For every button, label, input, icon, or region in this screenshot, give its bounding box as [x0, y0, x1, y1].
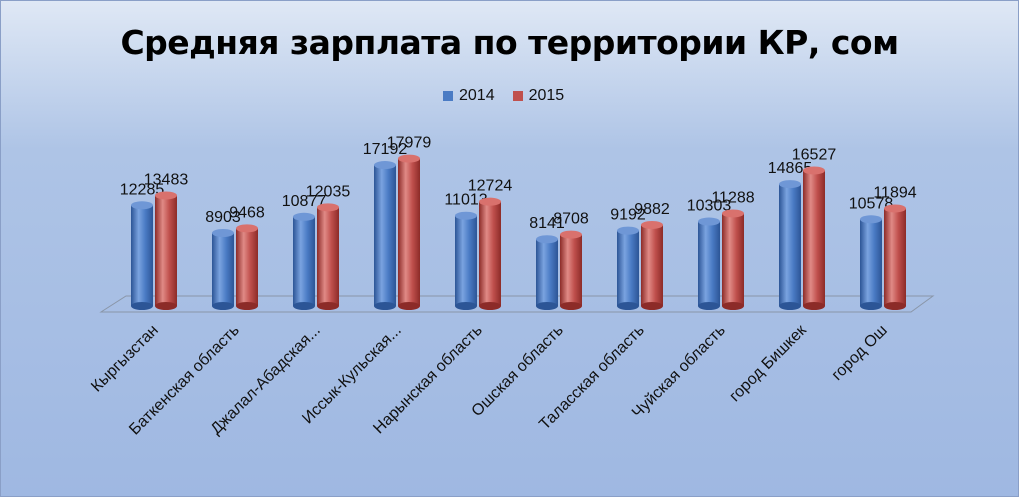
data-label-2015-7: 11288 [711, 189, 754, 206]
bar-2014-3 [374, 165, 396, 306]
bar-top-2014-8 [779, 180, 801, 189]
bar-base-2015-1 [236, 302, 258, 310]
bar-top-2014-1 [212, 228, 234, 237]
bar-2015-2 [317, 207, 339, 306]
bar-base-2015-3 [398, 302, 420, 310]
bar-top-2015-6 [641, 220, 663, 229]
bar-base-2014-4 [455, 302, 477, 310]
data-label-2014-7: 10303 [687, 198, 732, 215]
category-label-8: город Бишкек [726, 321, 810, 405]
bar-base-2015-4 [479, 302, 501, 310]
bar-base-2015-7 [722, 302, 744, 310]
data-label-2015-5: 8708 [553, 211, 589, 228]
bar-top-2015-8 [803, 166, 825, 175]
bar-base-2014-5 [536, 302, 558, 310]
bar-top-2014-3 [374, 161, 396, 170]
bar-2014-4 [455, 215, 477, 306]
bar-2015-3 [398, 158, 420, 306]
bar-top-2014-7 [698, 217, 720, 226]
data-label-2015-3: 17979 [387, 135, 432, 152]
bar-2015-1 [236, 228, 258, 306]
data-label-2015-4: 12724 [468, 178, 513, 195]
data-label-2014-6: 9192 [610, 207, 646, 224]
bar-top-2015-5 [560, 230, 582, 239]
bar-2014-1 [212, 232, 234, 306]
legend-label-2015: 2015 [528, 87, 565, 104]
category-label-0: Кыргызстан [88, 322, 162, 396]
bar-base-2014-2 [293, 302, 315, 310]
legend: 2014 2015 [443, 87, 564, 105]
data-label-2014-1: 8903 [205, 209, 241, 226]
bar-top-2015-3 [398, 154, 420, 163]
bar-top-2015-9 [884, 204, 906, 213]
legend-swatch-2015 [512, 91, 523, 101]
bar-base-2014-9 [860, 302, 882, 310]
category-label-9: город Ош [829, 322, 891, 384]
bar-top-2014-6 [617, 226, 639, 235]
data-label-2014-9: 10578 [849, 195, 894, 212]
bar-base-2015-8 [803, 302, 825, 310]
bar-top-2015-4 [479, 197, 501, 206]
data-label-2015-2: 12035 [306, 183, 351, 200]
legend-label-2014: 2014 [459, 87, 495, 104]
data-label-2015-1: 9468 [229, 204, 265, 221]
bar-2014-0 [131, 205, 153, 306]
bar-base-2014-0 [131, 302, 153, 310]
bar-2015-0 [155, 195, 177, 306]
data-label-2014-2: 10877 [282, 193, 327, 210]
bar-base-2015-6 [641, 302, 663, 310]
data-label-2015-0: 13483 [144, 171, 189, 188]
bar-base-2014-6 [617, 302, 639, 310]
legend-item-2014: 2014 [443, 87, 495, 105]
bar-2014-5 [536, 239, 558, 306]
bar-top-2015-1 [236, 224, 258, 233]
bar-base-2015-2 [317, 302, 339, 310]
bar-top-2015-7 [722, 209, 744, 218]
data-label-2014-4: 11013 [444, 192, 487, 209]
bar-2015-9 [884, 208, 906, 306]
bar-base-2014-8 [779, 302, 801, 310]
bar-base-2015-9 [884, 302, 906, 310]
data-label-2015-8: 16527 [792, 146, 837, 163]
floor-plane [99, 295, 935, 313]
bar-top-2014-4 [455, 211, 477, 220]
bar-2014-8 [779, 184, 801, 306]
data-label-2014-5: 8141 [529, 215, 565, 232]
bar-top-2014-2 [293, 212, 315, 221]
data-label-2014-3: 17192 [363, 141, 408, 158]
bar-base-2014-3 [374, 302, 396, 310]
bar-top-2014-0 [131, 201, 153, 210]
bar-base-2014-7 [698, 302, 720, 310]
data-label-2015-9: 11894 [873, 184, 916, 201]
bar-top-2014-5 [536, 235, 558, 244]
bar-top-2014-9 [860, 215, 882, 224]
bar-base-2015-5 [560, 302, 582, 310]
legend-swatch-2014 [443, 91, 453, 101]
bar-2015-8 [803, 170, 825, 306]
bar-2014-9 [860, 219, 882, 306]
data-label-2015-6: 9882 [634, 201, 670, 218]
bar-base-2014-1 [212, 302, 234, 310]
bar-2014-6 [617, 230, 639, 306]
bar-2015-5 [560, 234, 582, 306]
bar-2014-2 [293, 216, 315, 306]
chart-title: Средняя зарплата по территории КР, сом [120, 23, 899, 62]
bar-base-2015-0 [155, 302, 177, 310]
bar-top-2015-2 [317, 203, 339, 212]
bar-2015-6 [641, 224, 663, 306]
data-label-2014-0: 12285 [120, 181, 165, 198]
bar-2014-7 [698, 221, 720, 306]
legend-item-2015: 2015 [512, 87, 565, 105]
bar-2015-4 [479, 201, 501, 306]
bar-top-2015-0 [155, 191, 177, 200]
data-label-2014-8: 14865 [768, 160, 813, 177]
bar-2015-7 [722, 213, 744, 306]
